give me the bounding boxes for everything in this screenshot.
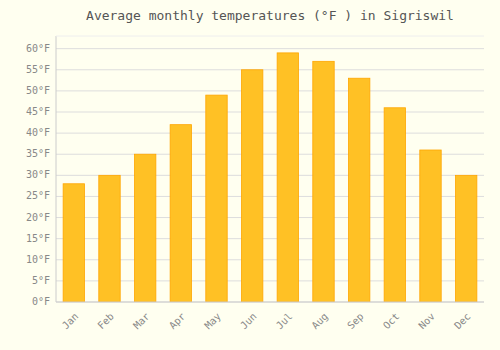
x-tick-label: Jul	[274, 311, 295, 332]
y-tick-label: 50°F	[26, 85, 50, 96]
x-tick-label: Aug	[309, 311, 330, 332]
bar	[420, 150, 441, 302]
title: Average monthly temperatures (°F ) in Si…	[86, 8, 454, 23]
x-tick-label: Jun	[238, 311, 259, 332]
y-tick-label: 10°F	[26, 254, 50, 265]
bar	[134, 154, 155, 302]
x-tick-label: Mar	[131, 311, 152, 332]
bar	[348, 78, 369, 302]
x-tick-label: Feb	[95, 311, 116, 332]
page: {"chart_data": {"type": "bar", "title": …	[0, 0, 500, 350]
bar	[206, 95, 227, 302]
bar	[241, 70, 262, 302]
bar	[170, 125, 191, 302]
plot-top-edge	[56, 36, 484, 37]
bar	[277, 53, 298, 302]
bar	[99, 175, 120, 302]
bar	[63, 184, 84, 302]
x-tick-label: Apr	[167, 311, 188, 332]
y-tick-label: 55°F	[26, 64, 50, 75]
y-tick-label: 45°F	[26, 106, 50, 117]
x-tick-label: May	[202, 311, 223, 332]
x-tick-label: Oct	[381, 311, 402, 332]
grid-line	[56, 90, 484, 91]
grid	[56, 49, 484, 302]
y-tick-label: 20°F	[26, 212, 50, 223]
x-tick-label: Nov	[416, 311, 437, 332]
chart: Average monthly temperatures (°F ) in Si…	[0, 0, 500, 350]
grid-line	[56, 133, 484, 134]
grid-line	[56, 112, 484, 113]
y-tick-label: 25°F	[26, 190, 50, 201]
grid-line	[56, 69, 484, 70]
bar	[313, 61, 334, 302]
y-axis: 0°F 5°F 10°F 15°F 20°F 25°F 30°F 35°F 40°F 45°F 50…	[26, 36, 484, 307]
y-tick-label: 15°F	[26, 233, 50, 244]
grid-line	[56, 48, 484, 49]
y-axis-line	[56, 36, 57, 302]
bar	[384, 108, 405, 302]
y-tick-label: 30°F	[26, 169, 50, 180]
y-tick-label: 0°F	[32, 296, 50, 307]
y-tick-label: 60°F	[26, 43, 50, 54]
x-tick-label: Dec	[452, 311, 473, 332]
bars	[63, 53, 477, 302]
x-axis: Jan Feb Mar Apr May Jun Jul Aug Sep Oct Nov Dec	[56, 302, 484, 331]
y-tick-label: 40°F	[26, 127, 50, 138]
x-tick-label: Jan	[60, 311, 81, 332]
y-tick-label: 5°F	[32, 275, 50, 286]
grid-line	[56, 302, 484, 303]
x-axis-line	[56, 302, 484, 303]
y-tick-label: 35°F	[26, 148, 50, 159]
bar	[455, 175, 476, 302]
x-tick-label: Sep	[345, 311, 366, 332]
